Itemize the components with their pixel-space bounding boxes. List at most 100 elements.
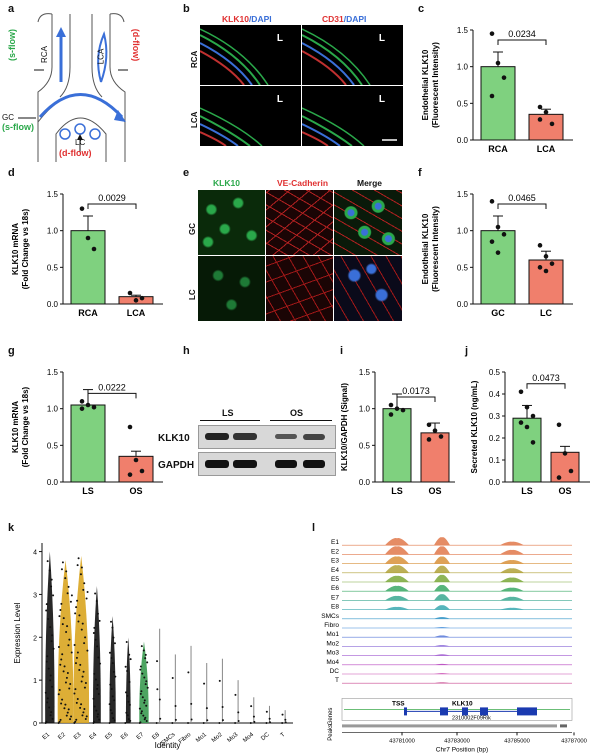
data-point xyxy=(174,704,177,707)
y-tick-label: 0.0 xyxy=(47,478,59,487)
header-cd31-dapi: CD31/DAPI xyxy=(322,14,367,24)
data-point xyxy=(139,721,142,724)
x-tick-label: E6 xyxy=(120,732,130,742)
x-tick-label: OS xyxy=(558,486,571,496)
y-axis-label: Secreted KLK10 (ng/mL) xyxy=(470,380,479,473)
data-point xyxy=(202,722,205,724)
data-point xyxy=(44,691,47,694)
coverage-peak xyxy=(434,546,450,555)
track-label: Mo3 xyxy=(326,650,339,657)
data-point xyxy=(93,672,96,675)
coverage-peak xyxy=(500,568,524,573)
data-point xyxy=(140,712,143,715)
y-axis-label: Endothelial KLK10 xyxy=(421,49,430,120)
data-point xyxy=(80,566,83,569)
data-point xyxy=(98,619,101,622)
data-point xyxy=(79,573,82,576)
data-point xyxy=(489,239,495,244)
x-tick-label: 43785000 xyxy=(504,738,530,744)
data-point xyxy=(64,681,67,684)
y-axis-label: KLK10/GAPDH (Signal) xyxy=(340,383,349,471)
data-point xyxy=(51,634,54,637)
coverage-peak xyxy=(434,635,450,638)
data-point xyxy=(206,719,209,722)
peaks-bar xyxy=(560,724,567,728)
data-point xyxy=(69,718,72,721)
data-point xyxy=(96,645,99,648)
data-point xyxy=(174,718,177,721)
data-point xyxy=(91,404,97,410)
data-point xyxy=(268,717,271,720)
y-axis-label: Endothelial KLK10 xyxy=(421,213,430,284)
data-point xyxy=(45,609,48,612)
data-point xyxy=(52,594,55,597)
y-tick-label: 0.5 xyxy=(47,441,59,450)
x-tick-label: LS xyxy=(391,486,403,496)
significance-bracket xyxy=(497,39,547,45)
micrograph-gc-ve-cadherin xyxy=(266,190,333,255)
data-point xyxy=(51,717,54,720)
data-point xyxy=(495,250,501,255)
data-point xyxy=(60,602,63,605)
header-klk10: KLK10 xyxy=(213,178,240,188)
data-point xyxy=(143,699,146,702)
data-point xyxy=(155,722,158,724)
data-point xyxy=(77,620,80,623)
data-point xyxy=(252,715,255,718)
data-point xyxy=(57,693,60,696)
bar xyxy=(70,404,106,483)
data-point xyxy=(145,680,148,683)
data-point xyxy=(124,665,127,668)
row-label-rca: RCA xyxy=(190,50,199,68)
micrograph-lc-klk10 xyxy=(198,256,265,321)
row-label-lc: LC xyxy=(188,289,197,300)
panel-letter-b: b xyxy=(183,3,190,15)
genes-track-box xyxy=(341,698,573,721)
data-point xyxy=(221,706,224,709)
data-point xyxy=(45,660,48,663)
data-point xyxy=(79,399,85,404)
data-point xyxy=(140,645,143,648)
y-tick-label: 1.0 xyxy=(47,227,59,236)
data-point xyxy=(96,612,99,615)
data-point xyxy=(50,578,53,581)
data-point xyxy=(93,626,96,629)
y-tick-label: 1.5 xyxy=(457,26,469,35)
data-point xyxy=(80,680,83,683)
bar-chart-g: 0.0 0.5 1.0 1.5 KLK10 mRNA (Fold Change vs 18… xyxy=(11,368,163,496)
data-point xyxy=(284,721,287,724)
track-label: T xyxy=(335,677,339,684)
data-point xyxy=(84,717,87,720)
micrograph-rca-cd31: L xyxy=(302,25,403,85)
label-s-flow-top: (s-flow) xyxy=(7,29,17,61)
data-point xyxy=(92,697,95,700)
data-point xyxy=(96,687,99,690)
data-point xyxy=(138,707,141,710)
data-point xyxy=(501,75,507,80)
track-label: E1 xyxy=(331,539,339,546)
data-point xyxy=(108,651,111,654)
coverage-peak xyxy=(385,606,409,610)
data-point xyxy=(128,703,131,706)
data-point xyxy=(133,298,139,303)
data-point xyxy=(128,653,131,656)
data-point xyxy=(46,701,49,704)
data-point xyxy=(84,682,87,685)
track-label: E4 xyxy=(331,567,339,574)
data-point xyxy=(79,406,85,411)
data-point xyxy=(49,674,52,677)
data-point xyxy=(61,698,64,701)
data-point xyxy=(205,707,208,710)
micrograph-lca-cd31: L xyxy=(302,86,403,146)
violin xyxy=(45,551,55,723)
data-point xyxy=(111,662,114,665)
blot-label-os: OS xyxy=(290,408,304,418)
data-point xyxy=(68,687,71,690)
data-point xyxy=(556,475,562,480)
coverage-peak xyxy=(434,673,450,674)
data-point xyxy=(237,720,240,723)
p-value: 0.0473 xyxy=(532,373,560,383)
x-tick-label: GC xyxy=(491,308,505,318)
data-point xyxy=(60,658,63,661)
data-point xyxy=(234,693,237,696)
